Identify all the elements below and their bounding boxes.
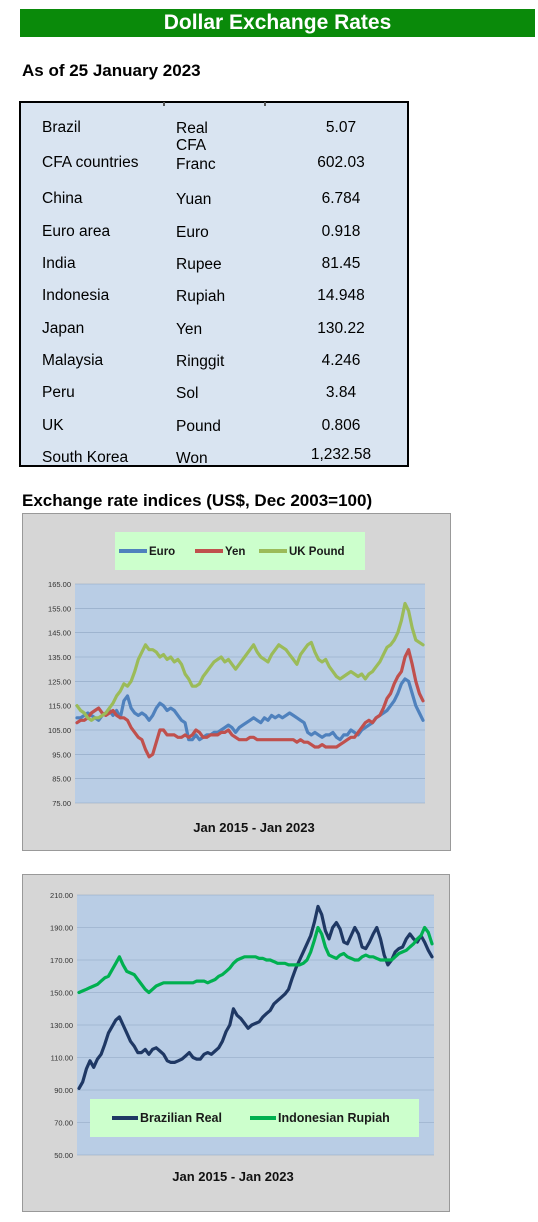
rate-country: Japan [42,320,85,337]
legend-box [115,532,365,570]
table-divider-mark [264,102,266,106]
rate-country: China [42,190,83,207]
rate-country: Peru [42,384,75,401]
y-tick-label: 190.00 [50,924,73,933]
page-title: Dollar Exchange Rates [20,9,535,37]
table-divider-mark [163,102,165,106]
rate-value: 6.784 [321,190,361,207]
rate-value: 3.84 [325,384,357,401]
rate-country: UK [42,417,64,434]
rate-currency: Euro [176,224,209,241]
rate-value: 5.07 [325,119,357,136]
rate-currency: Real [176,120,208,137]
series-line-yen [75,648,425,759]
y-tick-label: 75.00 [52,799,71,808]
rate-country: South Korea [42,449,129,466]
index-chart-euro-yen-pound: 75.00 85.00 95.00 105.00 115.00 125.00 135.00 1… [48,532,425,835]
rate-country: India [42,255,76,272]
rate-value: 1,232.58 [310,446,372,463]
chart-frame-2: 50.00 70.00 90.00 110.00 130.00 150.00 170.00 1… [22,874,450,1212]
indices-title: Exchange rate indices (US$, Dec 2003=100… [22,491,373,510]
y-tick-label: 150.00 [50,989,73,998]
rate-value: 4.246 [321,352,361,369]
rate-value: 0.806 [321,417,361,434]
plot-area [75,584,425,803]
legend-label: UK Pound [289,546,345,558]
chart-frame-1: 75.00 85.00 95.00 105.00 115.00 125.00 135.00 1… [22,513,451,851]
y-tick-label: 135.00 [48,653,71,662]
rate-value: 602.03 [317,154,365,171]
rate-country: Indonesia [42,287,110,304]
y-tick-label: 115.00 [49,702,71,711]
exchange-rate-table: Brazil Real 5.07 CFA countries CFA Franc 602.… [19,101,409,467]
rate-country: CFA countries [42,154,139,171]
legend-label: Indonesian Rupiah [278,1111,390,1125]
y-tick-label: 130.00 [50,1021,73,1030]
series-line-indonesian-rupiah [77,925,434,995]
y-tick-label: 170.00 [50,956,73,965]
y-tick-label: 50.00 [54,1151,73,1160]
rate-currency: CFA Franc [176,137,216,173]
y-tick-label: 85.00 [52,775,71,784]
series-line-euro [75,677,425,742]
y-tick-label: 105.00 [48,726,71,735]
y-tick-label: 210.00 [50,891,73,900]
rate-value: 14.948 [317,287,365,304]
legend-label: Yen [225,546,245,558]
rate-country: Euro area [42,223,111,240]
y-tick-label: 165.00 [48,580,71,589]
x-axis-label: Jan 2015 - Jan 2023 [172,1169,293,1184]
y-tick-label: 95.00 [52,750,71,759]
rate-country: Malaysia [42,352,104,369]
rate-country: Brazil [42,119,81,136]
rate-currency: Rupee [176,256,222,273]
rate-value: 81.45 [321,255,361,272]
rate-currency: Pound [176,418,221,435]
y-tick-label: 155.00 [48,604,71,613]
rate-value: 0.918 [321,223,361,240]
rate-value: 130.22 [317,320,365,337]
legend-label: Brazilian Real [140,1111,222,1125]
as-of-date: As of 25 January 2023 [22,61,201,80]
x-axis-label: Jan 2015 - Jan 2023 [193,820,314,835]
rate-currency: Sol [176,385,199,402]
rate-currency: Ringgit [176,353,225,370]
series-line-brazilian-real [77,904,434,1090]
y-tick-label: 110.00 [51,1054,73,1063]
rate-currency: Won [176,450,208,467]
index-chart-real-rupiah: 50.00 70.00 90.00 110.00 130.00 150.00 170.00 1… [50,891,434,1184]
y-tick-label: 145.00 [48,629,71,638]
rate-currency: Yuan [176,191,212,208]
y-tick-label: 90.00 [54,1086,73,1095]
legend-label: Euro [149,546,175,558]
series-line-uk-pound [75,601,425,722]
y-tick-label: 125.00 [48,677,71,686]
rate-currency: Rupiah [176,288,226,305]
y-tick-label: 70.00 [54,1119,73,1128]
rate-currency: Yen [176,321,203,338]
